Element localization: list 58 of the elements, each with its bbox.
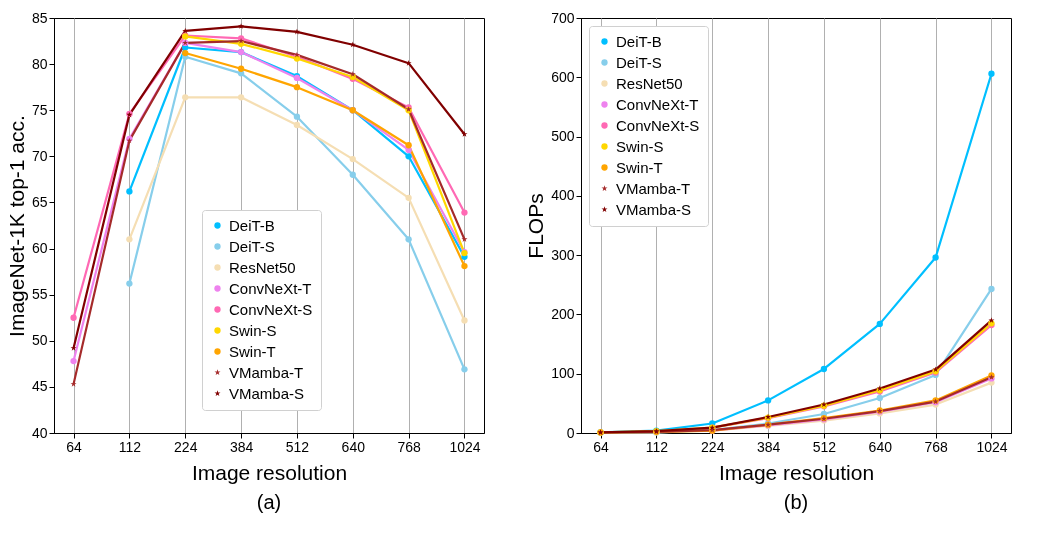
legend-label: VMamba-T xyxy=(229,363,304,381)
legend-label: Swin-T xyxy=(229,342,276,360)
y-tick-label: 40 xyxy=(31,424,48,441)
y-tick-label: 85 xyxy=(31,9,48,26)
legend-label: ConvNeXt-T xyxy=(616,95,699,113)
x-tick-label: 512 xyxy=(285,438,310,455)
y-axis-title: ImageNet-1K top-1 acc. xyxy=(4,115,28,337)
y-tick-label: 65 xyxy=(31,193,48,210)
x-tick-label: 640 xyxy=(868,438,893,455)
y-tick-label: 400 xyxy=(551,187,575,204)
legend-label: ResNet50 xyxy=(616,74,683,92)
legend-label: DeiT-S xyxy=(616,53,662,71)
legend-label: DeiT-B xyxy=(616,32,662,50)
legend-label: VMamba-S xyxy=(616,200,692,218)
x-tick-label: 64 xyxy=(593,438,610,455)
x-tick-label: 112 xyxy=(118,438,142,455)
x-tick-label: 512 xyxy=(812,438,837,455)
y-tick-label: 80 xyxy=(31,55,48,72)
y-tick-label: 70 xyxy=(31,147,48,164)
x-tick-label: 112 xyxy=(645,438,669,455)
y-tick-label: 500 xyxy=(551,128,575,145)
legend-label: ConvNeXt-T xyxy=(229,279,312,297)
x-axis-title: Image resolution xyxy=(191,460,348,484)
y-tick-label: 45 xyxy=(31,378,48,395)
legend-label: Swin-S xyxy=(616,137,664,155)
y-axis-title: FLOPs xyxy=(524,193,548,259)
legend-label: VMamba-T xyxy=(616,179,691,197)
legend-label: Swin-T xyxy=(616,158,663,176)
x-tick-label: 224 xyxy=(701,438,725,455)
x-tick-label: 64 xyxy=(66,438,83,455)
x-tick-label: 384 xyxy=(756,438,781,455)
y-tick-label: 50 xyxy=(31,332,48,349)
y-tick-label: 600 xyxy=(551,68,575,85)
text: (b) xyxy=(783,491,809,513)
legend-label: ConvNeXt-S xyxy=(616,116,700,134)
legend-label: DeiT-S xyxy=(229,237,275,255)
y-tick-label: 200 xyxy=(551,305,575,322)
y-tick-label: 100 xyxy=(551,365,575,382)
x-tick-label: 1024 xyxy=(449,438,481,455)
x-tick-label: 768 xyxy=(924,438,948,455)
x-tick-label: 1024 xyxy=(976,438,1008,455)
text: (a) xyxy=(256,491,282,513)
legend-label: DeiT-B xyxy=(229,216,275,234)
legend-label: ConvNeXt-S xyxy=(229,300,313,318)
y-tick-label: 55 xyxy=(31,286,48,303)
legend-label: ResNet50 xyxy=(229,258,296,276)
x-axis-title: Image resolution xyxy=(718,460,875,484)
legend-label: Swin-S xyxy=(229,321,277,339)
x-tick-label: 224 xyxy=(174,438,198,455)
x-tick-label: 640 xyxy=(341,438,366,455)
y-tick-label: 300 xyxy=(551,246,575,263)
legend-label: VMamba-S xyxy=(229,384,305,402)
x-tick-label: 384 xyxy=(229,438,254,455)
y-tick-label: 75 xyxy=(31,101,48,118)
y-tick-label: 60 xyxy=(31,240,48,257)
x-tick-label: 768 xyxy=(397,438,421,455)
y-tick-label: 0 xyxy=(566,424,575,441)
y-tick-label: 700 xyxy=(551,9,575,26)
